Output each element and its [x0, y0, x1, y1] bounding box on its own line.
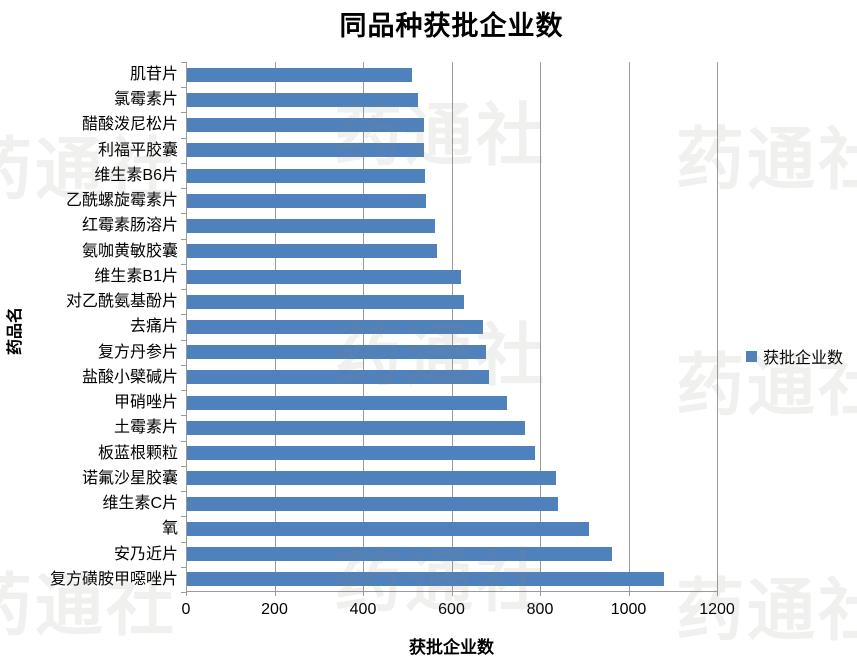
category-tick-mark: [181, 62, 186, 63]
category-label: 甲硝唑片: [113, 394, 178, 412]
category-tick-mark: [181, 314, 186, 316]
gridline: [540, 62, 541, 592]
category-tick-mark: [181, 238, 186, 240]
category-tick-mark: [181, 112, 186, 114]
legend-swatch: [746, 350, 757, 362]
bar: [187, 219, 435, 234]
category-label: 醋酸泼尼松片: [81, 116, 178, 134]
bar: [187, 446, 535, 461]
legend: 获批企业数: [746, 344, 843, 368]
bar: [187, 92, 419, 107]
x-tick-mark: [628, 592, 630, 596]
x-tick-mark: [717, 592, 718, 596]
category-tick-mark: [181, 516, 186, 518]
x-tick-label: 1200: [699, 601, 735, 618]
category-tick-mark: [181, 592, 186, 593]
category-label: 安乃近片: [113, 545, 178, 563]
category-tick-mark: [181, 162, 186, 164]
bar: [187, 269, 462, 284]
category-label: 盐酸小檗碱片: [81, 368, 178, 386]
category-tick-mark: [181, 188, 186, 190]
bar: [187, 471, 556, 486]
bar: [187, 547, 613, 562]
category-label: 去痛片: [129, 318, 178, 336]
category-tick-mark: [181, 339, 186, 341]
x-tick-mark: [451, 592, 453, 596]
category-label: 利福平胶囊: [97, 141, 178, 159]
category-tick-mark: [181, 415, 186, 417]
bar: [187, 370, 490, 385]
bar: [187, 420, 526, 435]
gridline: [717, 62, 718, 592]
x-tick-mark: [363, 592, 364, 596]
bar: [187, 320, 484, 334]
y-axis-line: [186, 62, 187, 592]
category-label: 肌苷片: [129, 66, 178, 83]
x-tick-mark: [186, 592, 187, 596]
category-tick-mark: [181, 289, 186, 291]
category-label: 维生素C片: [102, 495, 178, 513]
category-label: 乙酰螺旋霉素片: [65, 192, 178, 210]
category-label: 红霉素肠溶片: [81, 217, 178, 235]
chart-title: 同品种获批企业数: [339, 11, 564, 41]
category-label: 氨咖黄敏胶囊: [81, 242, 178, 260]
category-tick-mark: [181, 390, 186, 392]
legend-label: 获批企业数: [763, 350, 844, 367]
category-tick-mark: [181, 465, 186, 467]
x-tick-mark: [540, 592, 541, 596]
gridline: [628, 62, 630, 592]
bar: [187, 193, 427, 208]
category-tick-mark: [181, 440, 186, 442]
x-tick-label: 1000: [610, 601, 647, 618]
category-label: 氯霉素片: [113, 91, 178, 109]
category-tick-mark: [181, 364, 186, 366]
x-tick-label: 0: [181, 601, 191, 618]
category-label: 对乙酰氨基酚片: [65, 293, 178, 311]
category-tick-mark: [181, 137, 186, 139]
category-label: 复方丹参片: [97, 343, 178, 361]
bar: [187, 294, 465, 309]
bar: [187, 67, 412, 82]
category-label: 维生素B1片: [94, 267, 178, 285]
bar: [187, 143, 425, 158]
category-label: 复方磺胺甲噁唑片: [49, 570, 178, 588]
bar: [187, 244, 437, 259]
bar: [187, 345, 486, 360]
bar: [187, 572, 664, 587]
bar: [187, 521, 589, 536]
x-tick-label: 400: [349, 601, 377, 618]
category-tick-mark: [181, 87, 186, 89]
y-axis-title: 药品名: [7, 307, 24, 356]
bar: [187, 496, 558, 511]
bar: [187, 168, 425, 183]
bar: [187, 118, 424, 133]
bar: [187, 395, 508, 410]
category-tick-mark: [181, 263, 186, 265]
category-tick-mark: [181, 213, 186, 215]
category-tick-mark: [181, 491, 186, 493]
x-tick-mark: [274, 592, 276, 596]
category-label: 维生素B6片: [94, 166, 178, 184]
category-label: 土霉素片: [113, 419, 178, 437]
x-axis-title: 获批企业数: [409, 638, 494, 657]
category-tick-mark: [181, 566, 186, 568]
x-tick-label: 600: [438, 601, 465, 618]
category-label: 诺氟沙星胶囊: [81, 469, 178, 487]
category-label: 板蓝根颗粒: [97, 444, 178, 462]
category-label: 氧: [161, 520, 178, 538]
x-tick-label: 200: [261, 601, 288, 618]
plot-area: [186, 62, 718, 592]
x-tick-label: 800: [526, 601, 554, 618]
category-tick-mark: [181, 541, 186, 543]
